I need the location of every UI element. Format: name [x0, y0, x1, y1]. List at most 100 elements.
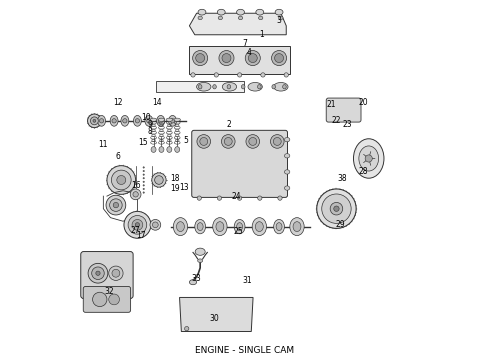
Ellipse shape	[112, 119, 116, 123]
Ellipse shape	[159, 147, 164, 152]
Ellipse shape	[317, 189, 356, 228]
Ellipse shape	[222, 54, 231, 63]
Ellipse shape	[248, 82, 262, 91]
Ellipse shape	[143, 167, 145, 168]
Text: 17: 17	[136, 231, 146, 240]
Ellipse shape	[150, 118, 157, 121]
Ellipse shape	[195, 248, 205, 255]
FancyBboxPatch shape	[81, 252, 133, 298]
Text: 25: 25	[233, 228, 243, 237]
Ellipse shape	[275, 9, 283, 15]
Ellipse shape	[130, 189, 141, 200]
Ellipse shape	[197, 196, 201, 200]
Ellipse shape	[221, 135, 235, 148]
Ellipse shape	[271, 50, 287, 66]
Text: 31: 31	[242, 276, 251, 285]
Ellipse shape	[175, 147, 180, 152]
Ellipse shape	[191, 73, 195, 77]
Ellipse shape	[283, 85, 286, 89]
Ellipse shape	[106, 195, 126, 215]
Ellipse shape	[330, 202, 343, 215]
Ellipse shape	[109, 294, 120, 305]
Ellipse shape	[216, 222, 224, 231]
Ellipse shape	[135, 223, 140, 227]
Ellipse shape	[132, 220, 143, 230]
Ellipse shape	[107, 166, 136, 194]
Ellipse shape	[185, 327, 189, 331]
Ellipse shape	[110, 116, 118, 126]
Ellipse shape	[285, 186, 290, 190]
Ellipse shape	[261, 73, 265, 77]
Ellipse shape	[274, 54, 284, 63]
Ellipse shape	[273, 138, 281, 145]
Ellipse shape	[285, 138, 290, 142]
Ellipse shape	[113, 202, 119, 208]
Ellipse shape	[258, 196, 262, 200]
Text: 8: 8	[147, 127, 152, 136]
Ellipse shape	[133, 116, 141, 126]
Ellipse shape	[198, 9, 206, 15]
Ellipse shape	[155, 176, 163, 184]
Ellipse shape	[284, 73, 289, 77]
Ellipse shape	[290, 218, 304, 235]
Text: 30: 30	[210, 314, 220, 323]
Ellipse shape	[176, 222, 184, 231]
Ellipse shape	[110, 199, 122, 211]
Text: 38: 38	[337, 174, 346, 183]
Text: 23: 23	[343, 120, 352, 129]
Ellipse shape	[158, 118, 165, 121]
Ellipse shape	[217, 196, 221, 200]
Bar	[156, 81, 244, 92]
Ellipse shape	[227, 85, 231, 89]
Ellipse shape	[198, 16, 202, 20]
Ellipse shape	[213, 218, 227, 235]
Text: 12: 12	[113, 98, 122, 107]
Ellipse shape	[245, 50, 260, 66]
Ellipse shape	[166, 118, 172, 121]
Ellipse shape	[214, 73, 219, 77]
Text: 7: 7	[243, 39, 247, 48]
Text: 1: 1	[259, 30, 264, 39]
Text: 18: 18	[171, 174, 180, 183]
Polygon shape	[190, 45, 290, 74]
Ellipse shape	[219, 50, 234, 66]
Ellipse shape	[255, 222, 263, 231]
Text: 20: 20	[359, 98, 368, 107]
Ellipse shape	[190, 280, 196, 285]
Ellipse shape	[200, 138, 208, 145]
Text: 29: 29	[335, 220, 345, 229]
Ellipse shape	[276, 223, 282, 230]
Ellipse shape	[217, 9, 225, 15]
Ellipse shape	[109, 266, 123, 280]
Ellipse shape	[242, 85, 245, 89]
Ellipse shape	[152, 173, 166, 187]
Text: 5: 5	[183, 136, 188, 145]
Ellipse shape	[171, 119, 175, 123]
Text: 4: 4	[246, 48, 251, 57]
Ellipse shape	[143, 170, 145, 172]
Text: 11: 11	[98, 140, 108, 149]
Text: 22: 22	[332, 116, 341, 125]
FancyBboxPatch shape	[83, 287, 131, 312]
Ellipse shape	[365, 155, 372, 162]
Ellipse shape	[234, 220, 245, 234]
Polygon shape	[179, 297, 253, 332]
Text: 15: 15	[138, 138, 147, 147]
Ellipse shape	[359, 146, 379, 171]
Ellipse shape	[285, 170, 290, 174]
Ellipse shape	[145, 116, 153, 126]
Text: 13: 13	[179, 183, 189, 192]
Ellipse shape	[353, 139, 384, 178]
Ellipse shape	[213, 85, 216, 89]
Ellipse shape	[143, 174, 145, 175]
Ellipse shape	[197, 135, 211, 148]
Ellipse shape	[274, 82, 288, 91]
Text: 6: 6	[115, 152, 120, 161]
Ellipse shape	[143, 188, 145, 190]
Ellipse shape	[147, 119, 151, 123]
Ellipse shape	[197, 259, 203, 262]
Ellipse shape	[88, 114, 101, 128]
Ellipse shape	[112, 269, 120, 277]
Ellipse shape	[152, 222, 158, 228]
Text: 24: 24	[231, 192, 241, 201]
